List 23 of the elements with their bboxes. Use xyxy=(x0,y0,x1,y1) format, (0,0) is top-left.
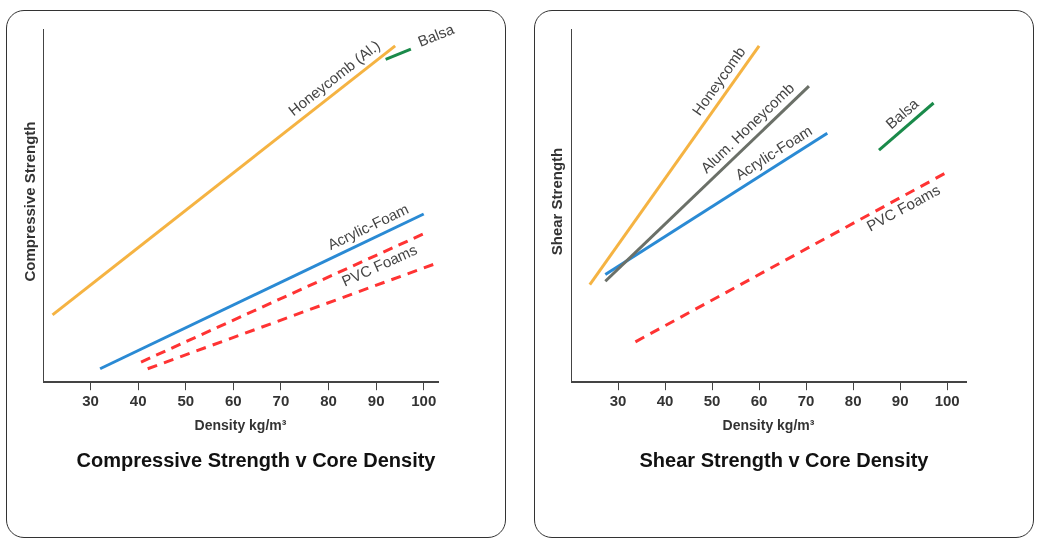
x-tick-label: 50 xyxy=(177,392,195,410)
x-tick-label: 80 xyxy=(320,392,337,410)
text: Shear Strength v Core Density xyxy=(638,449,930,472)
x-tick-label: 60 xyxy=(225,392,242,410)
x-tick-label: 30 xyxy=(609,392,627,410)
x-tick-label: 40 xyxy=(656,392,674,410)
x-tick-label: 70 xyxy=(272,392,290,410)
x-tick-label: 100 xyxy=(411,392,437,410)
x-tick-label: 60 xyxy=(750,392,768,410)
x-tick-label: 90 xyxy=(891,392,909,410)
x-tick-label: 80 xyxy=(844,392,862,410)
y-axis-title: Shear Strength xyxy=(548,147,566,255)
x-tick-label: 100 xyxy=(934,392,960,410)
x-tick-label: 70 xyxy=(797,392,815,410)
x-tick-label: 90 xyxy=(367,392,385,410)
x-axis-title: Density kg/m³ xyxy=(722,417,815,434)
x-tick-label: 30 xyxy=(82,392,99,410)
text: Balsa xyxy=(415,19,457,50)
x-axis-title: Density kg/m³ xyxy=(194,417,287,434)
x-tick-label: 40 xyxy=(129,392,147,410)
text: Compressive Strength v Core Density xyxy=(75,449,437,472)
x-tick-label: 50 xyxy=(703,392,721,410)
y-axis-title: Compressive Strength xyxy=(20,120,38,282)
